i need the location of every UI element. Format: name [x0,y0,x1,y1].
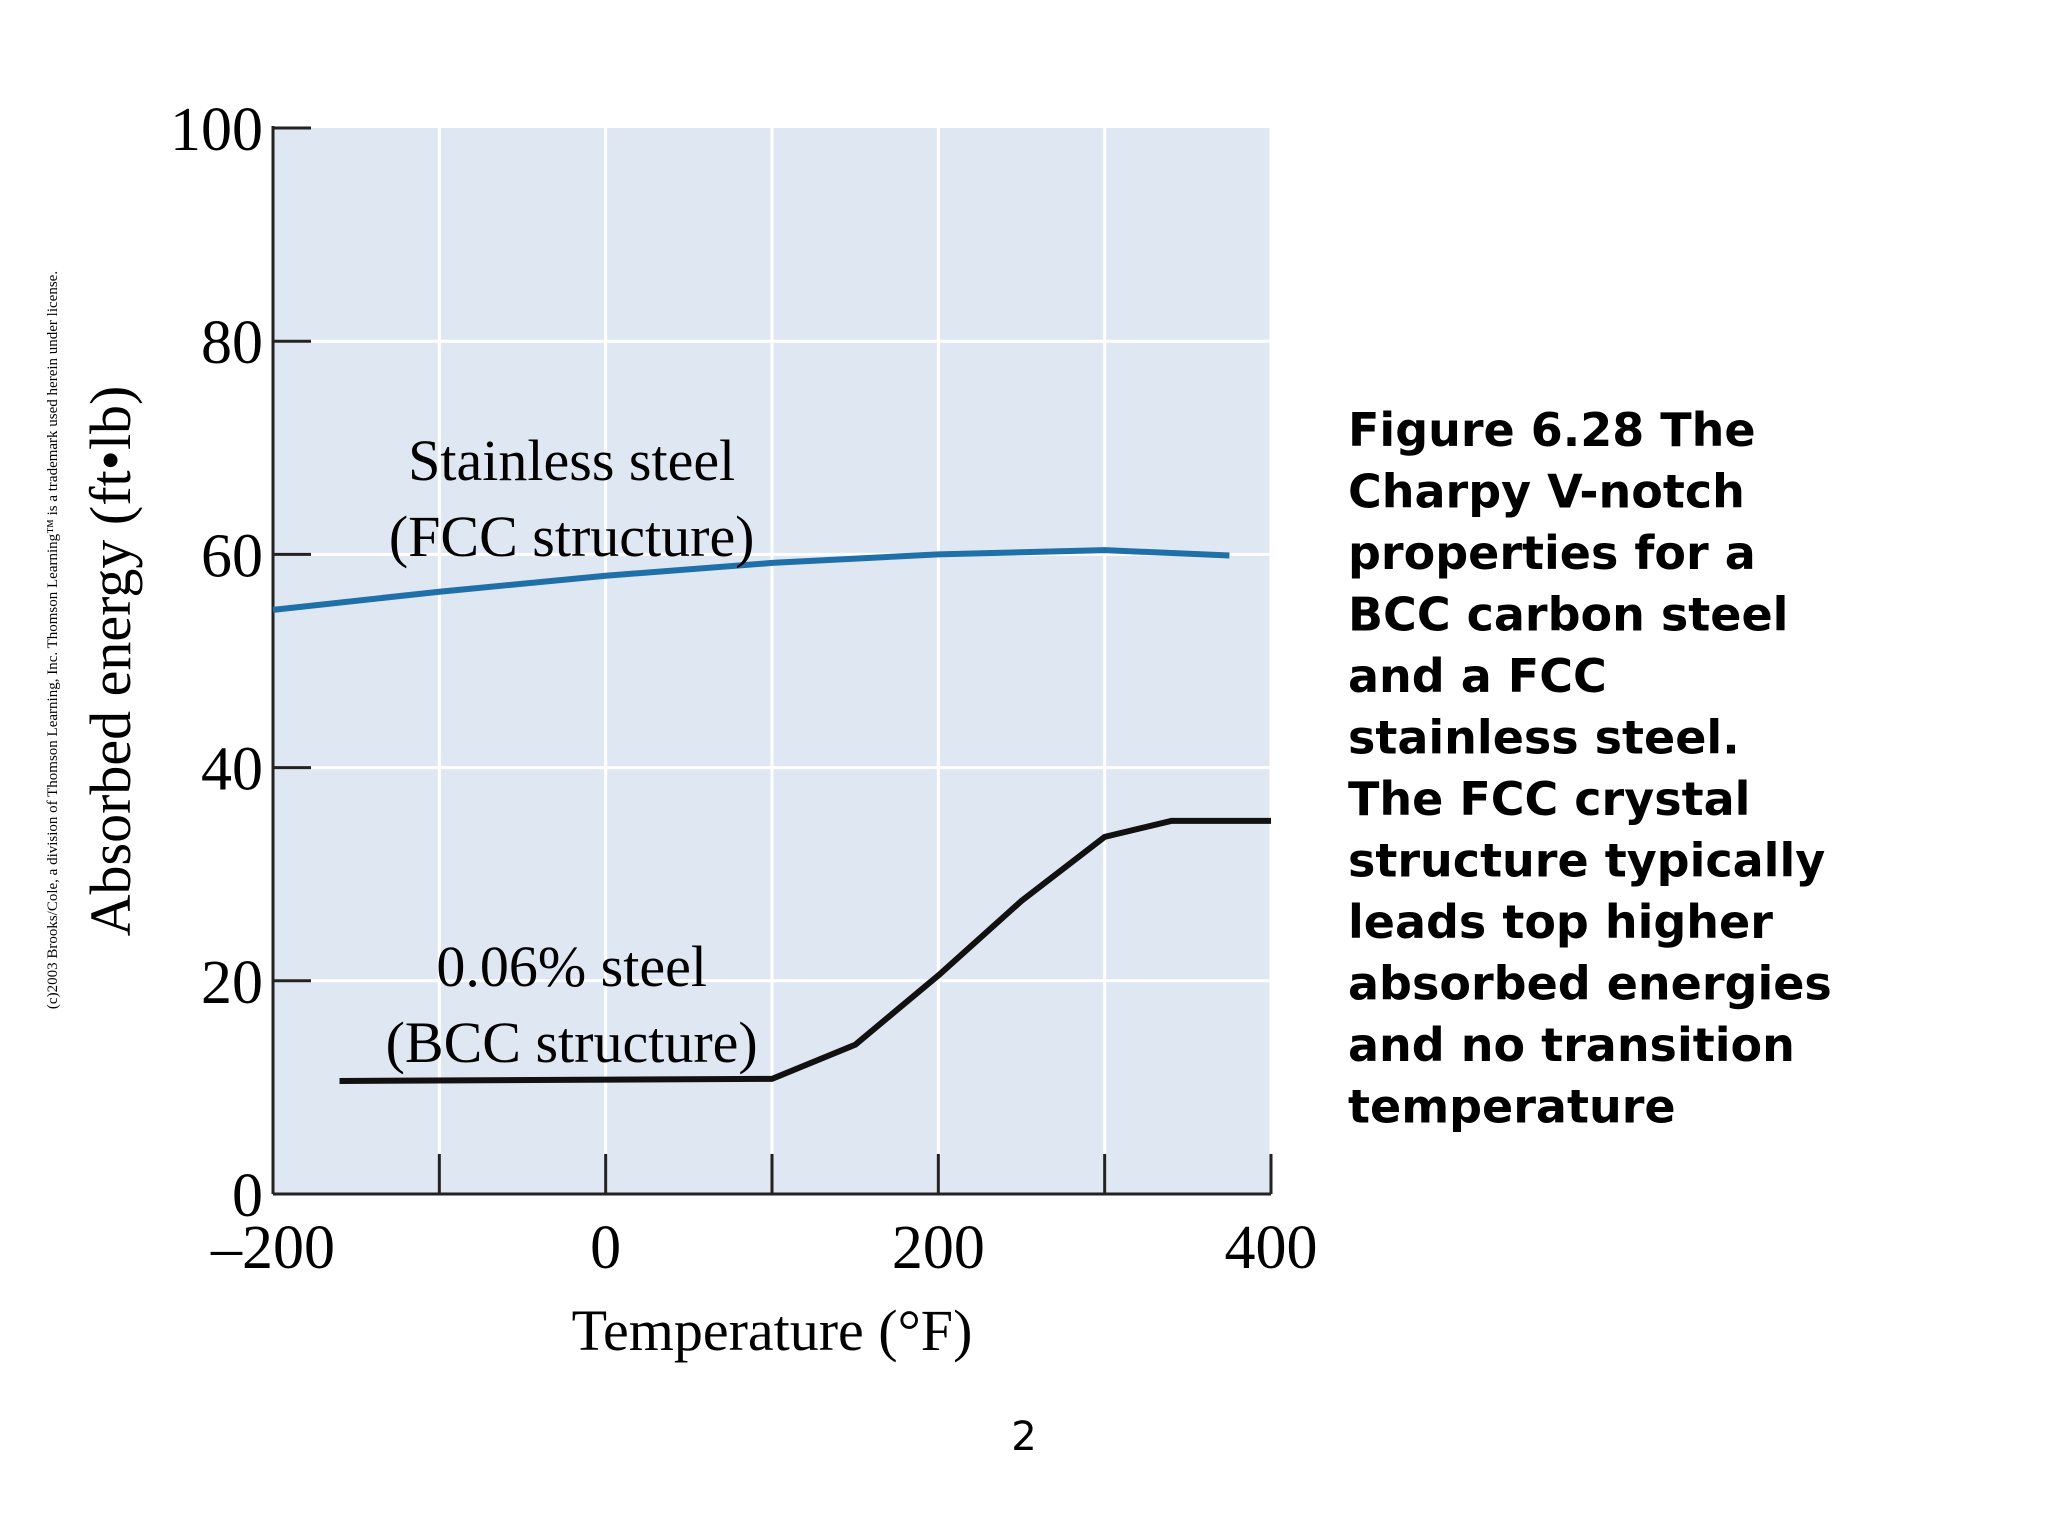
caption-line: structure typically [1348,834,1825,888]
caption-line: absorbed energies [1348,957,1832,1011]
x-tick-label: –200 [210,1214,335,1282]
caption-line: temperature [1348,1080,1676,1134]
x-axis-label: Temperature (°F) [572,1298,973,1363]
y-tick-label: 80 [201,309,263,377]
y-tick-label: 0 [232,1162,263,1230]
x-tick-label: 400 [1225,1214,1318,1282]
y-tick-label: 20 [201,949,263,1017]
copyright: (c)2003 Brooks/Cole, a division of Thoms… [45,271,61,1009]
annotation: (BCC structure) [386,1010,758,1075]
caption-line: Figure 6.28 The [1348,403,1756,457]
y-tick-label: 60 [201,522,263,590]
data-line [272,547,1230,613]
annotation: Stainless steel [408,428,735,493]
caption-line: The FCC crystal [1348,772,1750,826]
page-number: 2 [1011,1414,1036,1460]
y-tick-label: 100 [170,96,263,164]
caption-line: Charpy V-notch [1348,465,1745,519]
caption-line: and no transition [1348,1018,1795,1072]
caption-line: and a FCC [1348,649,1607,703]
annotation: 0.06% steel [436,934,707,999]
caption-line: properties for a [1348,526,1756,580]
y-tick-label: 40 [201,736,263,804]
y-axis-label: Absorbed energy (ft•lb) [78,386,143,937]
caption-line: BCC carbon steel [1348,588,1788,642]
x-tick-label: 200 [892,1214,985,1282]
caption-line: stainless steel. [1348,711,1740,765]
caption-line: leads top higher [1348,895,1773,949]
data-line [339,817,1271,1084]
annotation: (FCC structure) [389,504,755,569]
x-tick-label: 0 [590,1214,621,1282]
